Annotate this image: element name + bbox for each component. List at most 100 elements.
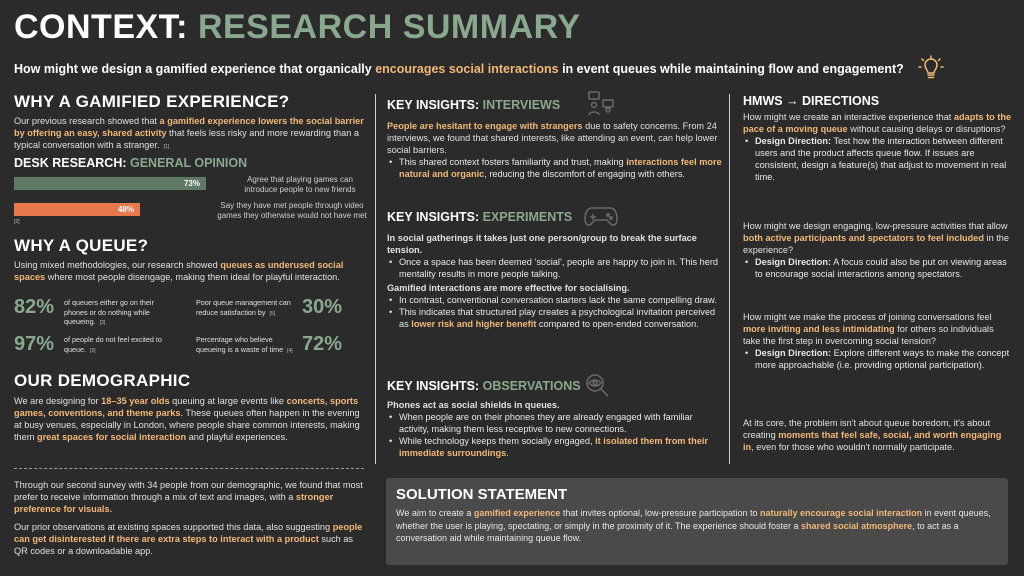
text: How might we create an interactive exper… [743, 112, 954, 122]
question-text-end: in event queues while maintaining flow a… [558, 62, 904, 76]
text: Poor queue management can reduce satisfa… [196, 298, 291, 317]
experiments-lead-2: Gamified interactions are more effective… [387, 283, 630, 293]
highlight: interactions feel more natural and organ… [399, 157, 722, 179]
highlight: people can get disinterested if there ar… [14, 522, 363, 544]
queue-paragraph: Using mixed methodologies, our research … [14, 259, 366, 283]
text: in the experience? [743, 233, 1009, 255]
hmw-question-1: How might we create an interactive exper… [743, 111, 1013, 135]
bullet: This shared context fosters familiarity … [387, 156, 723, 180]
reference: [3] [89, 347, 96, 354]
text: We are designing for [14, 396, 102, 406]
gamified-paragraph: Our previous research showed that a gami… [14, 115, 366, 153]
heading-accent: OBSERVATIONS [482, 379, 581, 393]
stat-82-text: of queuers either go on their phones or … [64, 298, 176, 329]
highlight: 18–35 year olds [101, 396, 170, 406]
survey-section: Through our second survey with 34 people… [14, 479, 366, 557]
label: Design Direction: [755, 348, 832, 358]
text: for others so individuals take the first… [743, 324, 994, 346]
text: . These queues often happen in the eveni… [14, 408, 360, 442]
text: compared to open-ended conversation. [536, 319, 699, 329]
observations-lead: Phones act as social shields in queues. [387, 400, 560, 410]
gamepad-icon [584, 207, 618, 226]
observations-bullets: When people are on their phones they are… [387, 411, 723, 459]
highlight: queues as underused social spaces [14, 260, 344, 282]
text: Test how the interaction between differe… [755, 136, 1007, 182]
text: Our previous research showed that [14, 116, 160, 126]
heading-text: KEY INSIGHTS: [387, 210, 483, 224]
research-question: How might we design a gamified experienc… [14, 62, 904, 76]
bullet: Once a space has been deemed ‘social’, p… [387, 256, 723, 280]
column-divider-left [375, 94, 376, 464]
heading-accent: INTERVIEWS [482, 98, 561, 112]
text: At its core, the problem isn't about que… [743, 418, 991, 440]
observations-section: KEY INSIGHTS: OBSERVATIONS Phones act as… [387, 379, 723, 459]
hmws-heading: HMWS → DIRECTIONS [743, 94, 880, 108]
queue-heading: WHY A QUEUE? [14, 236, 149, 255]
bar-value: 73% [183, 179, 200, 188]
highlight: adapts to the pace of a moving queue [743, 112, 1012, 134]
demographic-divider [14, 468, 364, 469]
question-text: How might we design a gamified experienc… [14, 62, 376, 76]
hmw-direction-1: Design Direction: Test how the interacti… [743, 135, 1013, 183]
text: , even for those who wouldn't normally p… [751, 442, 955, 452]
hmw-question-3: How might we make the process of joining… [743, 311, 1013, 347]
text: of people do not feel excited to queue. [64, 335, 162, 354]
interviews-section: KEY INSIGHTS: INTERVIEWS People are hesi… [387, 98, 723, 180]
heading-accent: EXPERIMENTS [482, 210, 573, 224]
interview-people-icon [588, 91, 614, 116]
text: This indicates that structured play crea… [399, 307, 716, 329]
heading-text: KEY INSIGHTS: [387, 379, 483, 393]
bar-48: 48% [14, 203, 140, 216]
solution-text: We aim to create a gamified experience t… [396, 507, 998, 545]
hmw-direction-3: Design Direction: Explore different ways… [743, 347, 1013, 371]
text: of queuers either go on their phones or … [64, 298, 154, 326]
stat-82: 82% [14, 296, 55, 318]
text: How might we make the process of joining… [743, 312, 992, 322]
column-divider-right [729, 94, 730, 464]
text: Our prior observations at existing space… [14, 522, 333, 532]
reference: [4] [287, 347, 293, 354]
text: . [506, 448, 509, 458]
text: A focus could also be put on viewing are… [755, 257, 1007, 279]
title-part-2: RESEARCH SUMMARY [197, 8, 581, 46]
text: Using mixed methodologies, our research … [14, 260, 221, 270]
highlight: gamified experience [473, 508, 561, 518]
highlight: a gamified experience lowers the social … [14, 116, 364, 138]
bar-48-label: Say they have met people through video g… [217, 201, 367, 220]
text: that feels less risky and more rewarding… [14, 128, 360, 150]
heading-text: KEY INSIGHTS: [387, 98, 483, 112]
text: in event queues, whether the user is pla… [396, 508, 991, 531]
highlight: moments that feel safe, social, and wort… [743, 430, 1002, 452]
queue-section: WHY A QUEUE? Using mixed methodologies, … [14, 236, 366, 283]
highlight: more inviting and less intimidating [743, 324, 895, 334]
demographic-heading: OUR DEMOGRAPHIC [14, 371, 191, 390]
solution-statement: SOLUTION STATEMENT We aim to create a ga… [386, 478, 1008, 565]
text: such as QR codes or a downloadable app. [14, 534, 354, 556]
stat-97-text: of people do not feel excited to queue.[… [64, 335, 176, 356]
desk-research-heading: DESK RESEARCH: GENERAL OPINION [14, 156, 366, 170]
interviews-bullets: This shared context fosters familiarity … [387, 156, 723, 180]
text: that invites optional, low-pressure part… [560, 508, 761, 518]
reference: [3] [99, 320, 106, 326]
experiments-section: KEY INSIGHTS: EXPERIMENTS In social gath… [387, 210, 723, 330]
highlight: concerts, sports games, conventions, and… [14, 396, 359, 418]
hmws-section: HMWS → DIRECTIONS How might we create an… [743, 94, 1013, 183]
highlight: lower risk and higher benefit [411, 319, 537, 329]
solution-heading: SOLUTION STATEMENT [396, 486, 568, 503]
reference: [1] [163, 144, 170, 150]
gamified-heading: WHY A GAMIFIED EXPERIENCE? [14, 92, 290, 111]
experiments-bullets-2: In contrast, conventional conversation s… [387, 294, 723, 330]
bullet: Design Direction: Test how the interacti… [743, 135, 1013, 183]
highlight: stronger preference for visuals. [14, 492, 334, 514]
magnifier-eye-icon [586, 374, 609, 397]
hmw-question-2: How might we design engaging, low-pressu… [743, 220, 1013, 256]
desk-reference: [2] [14, 219, 20, 225]
text: Through our second survey with 34 people… [14, 480, 363, 502]
highlight: People are hesitant to engage with stran… [387, 121, 583, 131]
text: This shared context fosters familiarity … [399, 157, 627, 167]
text: , reducing the discomfort of engaging wi… [484, 169, 685, 179]
text: , to act as a conversation aid while mai… [396, 520, 959, 544]
demographic-paragraph-2: Through our second survey with 34 people… [14, 479, 366, 515]
text: queuing at large events like [169, 396, 287, 406]
experiments-bullets-1: Once a space has been deemed ‘social’, p… [387, 256, 723, 280]
